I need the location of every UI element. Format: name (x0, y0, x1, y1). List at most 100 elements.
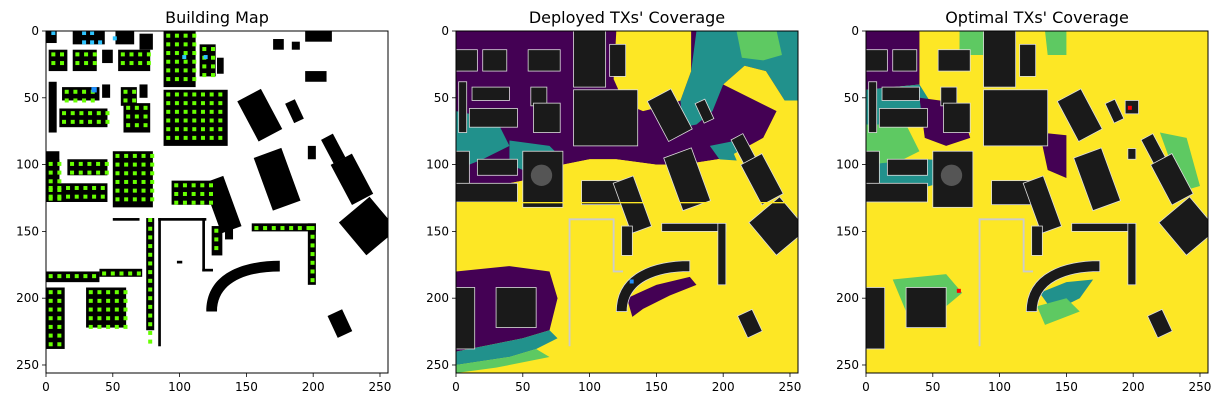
candidate-point (210, 55, 215, 60)
candidate-point (115, 197, 120, 202)
candidate-point (148, 270, 153, 275)
candidate-point (191, 191, 196, 196)
candidate-point (106, 307, 111, 312)
candidate-point (51, 52, 56, 57)
candidate-point (129, 52, 134, 57)
candidate-point (166, 42, 171, 47)
candidate-point (166, 33, 171, 38)
candidate-point (183, 109, 188, 114)
y-tick-label: 100 (426, 158, 449, 172)
candidate-point (209, 118, 214, 123)
candidate-point (79, 119, 84, 124)
candidate-point (48, 185, 53, 190)
candidate-point (166, 68, 171, 73)
y-tick-label: 200 (16, 291, 39, 305)
candidate-point (123, 324, 128, 329)
candidate-point (174, 118, 179, 123)
candidate-point (146, 61, 151, 66)
candidate-point (64, 89, 69, 94)
candidate-point (73, 89, 78, 94)
candidate-point (218, 127, 223, 132)
candidate-point (306, 226, 311, 231)
candidate-point (57, 333, 62, 338)
candidate-point (87, 170, 92, 175)
candidate-point (123, 316, 128, 321)
candidate-point (174, 127, 179, 132)
candidate-point (119, 271, 124, 276)
y-tick-label: 100 (836, 158, 859, 172)
candidate-point (79, 111, 84, 116)
candidate-point (218, 101, 223, 106)
candidate-point (123, 298, 128, 303)
candidate-point (148, 252, 153, 257)
candidate-point (209, 109, 214, 114)
candidate-point (134, 105, 139, 110)
candidate-point (200, 200, 205, 205)
candidate-point (202, 64, 207, 69)
candidate-point (202, 73, 207, 78)
x-tick-label: 250 (779, 380, 802, 394)
candidate-point (141, 171, 146, 176)
y-tick-label: 250 (836, 358, 859, 372)
candidate-point (148, 261, 153, 266)
candidate-point (166, 118, 171, 123)
x-tick-label: 0 (42, 380, 50, 394)
candidate-point (148, 218, 153, 223)
candidate-point (105, 111, 110, 116)
candidate-point (200, 127, 205, 132)
candidate-point (200, 191, 205, 196)
candidate-point (310, 278, 315, 283)
candidate-point (202, 47, 207, 52)
candidate-point (200, 118, 205, 123)
candidate-point (104, 170, 109, 175)
candidate-point (192, 77, 197, 82)
panel-deployed-coverage: Deployed TXs' Coverage (426, 8, 801, 394)
candidate-point (57, 342, 62, 347)
candidate-point (57, 274, 62, 279)
candidate-point (75, 61, 80, 66)
candidate-point (88, 298, 93, 303)
candidate-point (218, 109, 223, 114)
panel-title: Deployed TXs' Coverage (529, 8, 725, 27)
candidate-point (214, 246, 219, 251)
candidate-point (92, 52, 97, 57)
candidate-point (57, 194, 62, 199)
candidate-point (150, 188, 155, 193)
y-tick-label: 200 (836, 291, 859, 305)
candidate-point (138, 61, 143, 66)
candidate-point (174, 109, 179, 114)
candidate-point (84, 61, 89, 66)
candidate-point (183, 101, 188, 106)
candidate-point (182, 183, 187, 188)
candidate-point (210, 73, 215, 78)
candidate-point (183, 68, 188, 73)
candidate-point (48, 298, 53, 303)
candidate-point (48, 194, 53, 199)
candidate-point (208, 200, 213, 205)
candidate-point (115, 179, 120, 184)
x-tick-label: 250 (1189, 380, 1212, 394)
candidate-point (191, 200, 196, 205)
candidate-point (174, 59, 179, 64)
x-tick-label: 150 (645, 380, 668, 394)
x-tick-label: 100 (988, 380, 1011, 394)
candidate-point (48, 161, 53, 166)
panel-title: Optimal TXs' Coverage (945, 8, 1129, 27)
candidate-point (143, 114, 148, 119)
candidate-point (66, 194, 71, 199)
candidate-point (310, 243, 315, 248)
candidate-point (182, 191, 187, 196)
candidate-point (132, 89, 137, 94)
candidate-point (106, 298, 111, 303)
y-tick-label: 150 (426, 224, 449, 238)
candidate-point (132, 171, 137, 176)
candidate-point (123, 307, 128, 312)
candidate-point (141, 179, 146, 184)
candidate-point (83, 185, 88, 190)
candidate-point (57, 298, 62, 303)
candidate-point (148, 339, 153, 344)
candidate-point (48, 179, 53, 184)
candidate-point (310, 269, 315, 274)
